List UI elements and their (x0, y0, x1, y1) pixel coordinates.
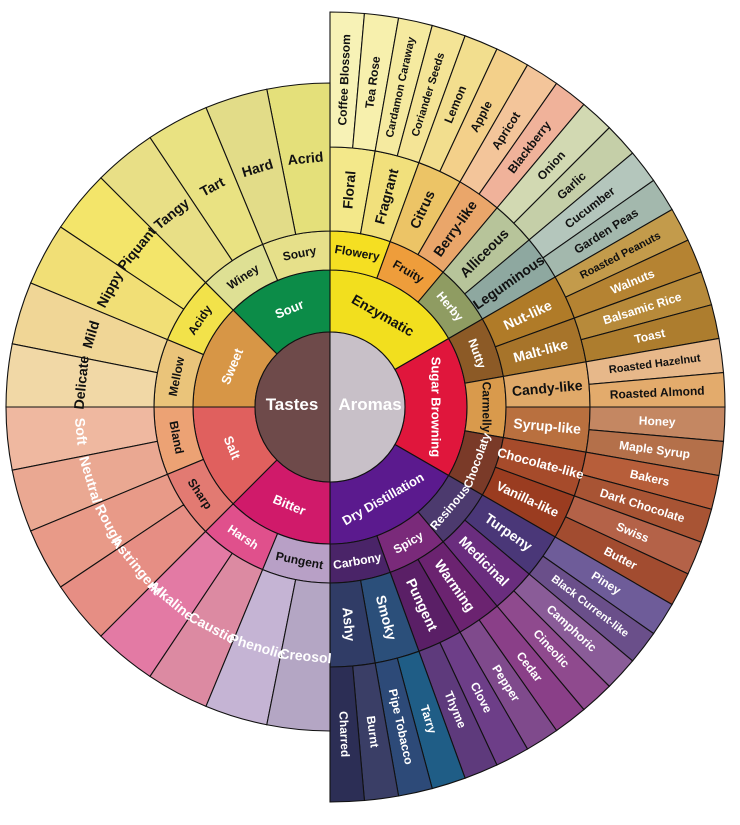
aroma-note-label: Charred (336, 711, 352, 758)
aroma-descriptor-label: Ashy (340, 606, 359, 642)
aroma-descriptor-label: Candy-like (511, 377, 583, 399)
aroma-subcategory-label: Carmelly (480, 382, 494, 433)
taste-descriptor-label: Creosol (279, 645, 332, 666)
taste-descriptor-hard (205, 88, 297, 246)
taste-descriptor-neutral (11, 440, 169, 532)
taste-subcategory-label: Soury (281, 243, 317, 263)
aroma-descriptor-label: Syrup-like (513, 415, 582, 437)
aroma-note-label: Coffee Blossom (335, 34, 353, 126)
taste-descriptor-tart (149, 106, 264, 262)
tastes-hub (254, 331, 331, 483)
taste-descriptor-label: Mild (79, 319, 102, 350)
aromas-hub (329, 331, 406, 483)
aroma-note-label: Toast (633, 326, 666, 346)
aroma-descriptor-label: Floral (339, 170, 358, 209)
aroma-note-label: Honey (639, 414, 677, 430)
taste-descriptor-nippy (29, 226, 185, 341)
center-hub: Tastes Aromas (254, 331, 406, 483)
taste-subcategory-label: Bland (166, 420, 186, 455)
taste-descriptor-caustic (149, 552, 264, 708)
taste-descriptor-mild (11, 282, 169, 374)
tastes-center-label: Tastes (266, 395, 319, 414)
taste-descriptor-rough (29, 473, 185, 588)
aroma-category-label: Sugar Browning (429, 357, 444, 457)
taste-descriptor-tangy (100, 136, 233, 284)
taste-descriptor-delicate (5, 343, 159, 408)
taste-descriptor-label: Acrid (287, 148, 324, 167)
taste-descriptor-acrid (266, 82, 331, 236)
aromas-center-label: Aromas (338, 395, 401, 414)
taste-descriptor-astringent (59, 504, 207, 637)
taste-descriptor-label: Delicate (71, 355, 92, 410)
aroma-note-label: Tea Rose (362, 55, 383, 109)
taste-descriptor-creosol (266, 578, 331, 732)
wheel-segments (5, 11, 726, 803)
taste-descriptor-soft (5, 406, 159, 471)
aroma-note-label: Roasted Almond (609, 384, 704, 402)
taste-descriptor-alkaline (100, 530, 233, 678)
taste-descriptor-piquant (59, 177, 207, 310)
taste-descriptor-phenolic (205, 568, 297, 726)
taste-descriptor-label: Soft (72, 417, 91, 446)
aroma-note-label: Burnt (364, 715, 382, 749)
